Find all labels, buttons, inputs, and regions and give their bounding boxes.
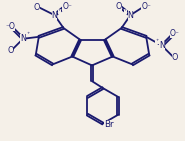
Text: O⁻: O⁻ (170, 29, 180, 38)
Text: N: N (159, 41, 165, 50)
Text: N: N (52, 11, 58, 20)
Text: O⁻: O⁻ (141, 2, 151, 11)
Text: O: O (115, 2, 122, 11)
Text: O: O (34, 3, 40, 12)
Text: ⁺: ⁺ (26, 32, 30, 37)
Text: N: N (127, 11, 133, 20)
Text: ⁺: ⁺ (155, 39, 159, 44)
Text: Br: Br (104, 120, 114, 129)
Text: ⁺: ⁺ (58, 9, 61, 14)
Text: O⁻: O⁻ (62, 2, 72, 11)
Text: O: O (172, 53, 178, 62)
Text: O: O (7, 46, 13, 55)
Text: N: N (20, 34, 26, 43)
Text: ⁺: ⁺ (124, 9, 127, 14)
Text: ⁻O: ⁻O (5, 22, 15, 31)
